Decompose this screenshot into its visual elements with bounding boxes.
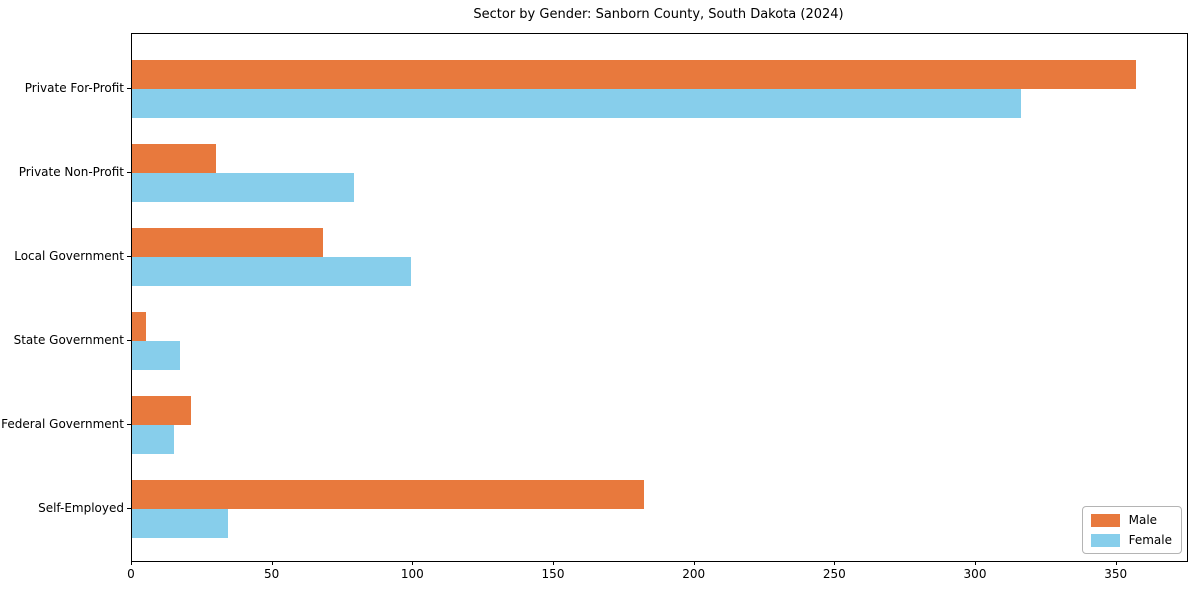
x-axis-tick-label: 0 — [127, 567, 135, 581]
bar-female-4 — [132, 341, 180, 370]
x-axis-tick-label: 50 — [264, 567, 280, 581]
bar-female-5 — [132, 425, 175, 454]
bar-male-3 — [132, 228, 324, 257]
y-axis-tick — [127, 340, 131, 341]
legend-item-female: Female — [1090, 533, 1172, 547]
legend-swatch-male — [1090, 513, 1120, 527]
bar-female-3 — [132, 257, 411, 286]
y-axis-tick — [127, 424, 131, 425]
bar-male-6 — [132, 480, 645, 509]
y-axis-tick — [127, 508, 131, 509]
chart-title: Sector by Gender: Sanborn County, South … — [473, 7, 844, 22]
y-axis-label: Local Government — [14, 249, 124, 263]
legend-item-male: Male — [1090, 513, 1172, 527]
bar-male-1 — [132, 60, 1137, 89]
y-axis-label: Private Non-Profit — [18, 165, 124, 179]
x-axis-tick-label: 300 — [963, 567, 987, 581]
bar-male-4 — [132, 312, 147, 341]
x-axis-tick — [412, 561, 414, 565]
legend-label: Male — [1128, 513, 1158, 527]
legend: Male Female — [1081, 506, 1182, 554]
x-axis-tick — [975, 561, 976, 565]
x-axis-tick — [1115, 561, 1117, 565]
x-axis-tick — [271, 561, 273, 565]
bar-male-2 — [132, 144, 217, 173]
y-axis-label: Private For-Profit — [24, 81, 124, 95]
x-axis-tick-label: 200 — [682, 567, 706, 581]
y-axis-label: Self-Employed — [38, 501, 124, 515]
x-axis-tick — [553, 561, 554, 565]
bar-female-2 — [132, 173, 355, 202]
y-axis-tick — [127, 172, 131, 173]
x-axis-tick-label: 100 — [400, 567, 424, 581]
x-axis-tick — [131, 561, 132, 565]
y-axis-label: Federal Government — [1, 417, 124, 431]
bar-female-6 — [132, 509, 228, 538]
x-axis-tick-label: 150 — [541, 567, 565, 581]
x-axis-tick — [693, 561, 695, 565]
legend-swatch-female — [1090, 533, 1120, 547]
y-axis-tick — [127, 88, 131, 89]
bar-male-5 — [132, 396, 192, 425]
x-axis-tick-label: 250 — [822, 567, 846, 581]
legend-label: Female — [1128, 533, 1172, 547]
x-axis-tick — [834, 561, 836, 565]
bar-female-1 — [132, 89, 1021, 118]
y-axis-tick — [127, 256, 131, 257]
plot-area: Male Female — [131, 33, 1188, 562]
x-axis-tick-label: 350 — [1104, 567, 1128, 581]
y-axis-label: State Government — [13, 333, 124, 347]
